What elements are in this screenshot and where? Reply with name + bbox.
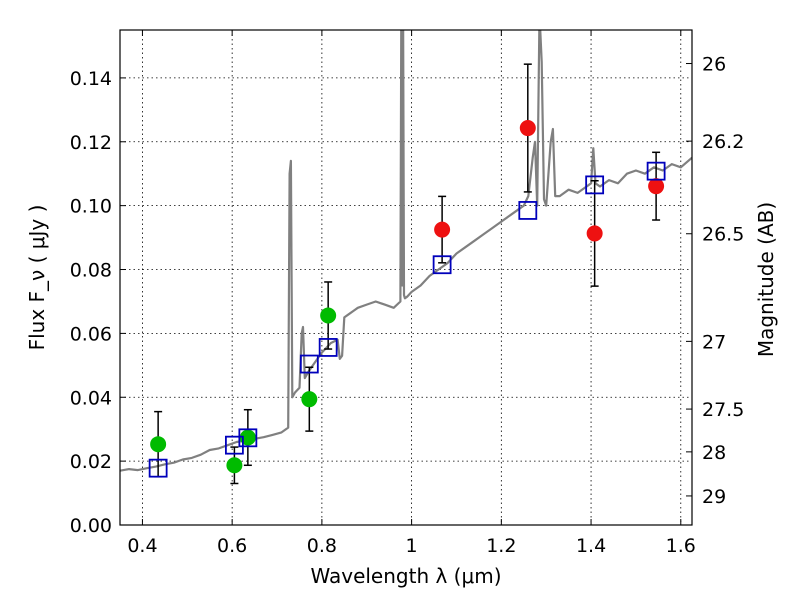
right-tick-label: 26 [702,54,726,76]
y-tick-label: 0.06 [70,323,112,345]
y-tick-label: 0.04 [70,387,112,409]
model-photometry-square [518,201,538,220]
right-tick-label: 27 [702,331,726,353]
red-point [648,178,665,195]
plot-area [120,30,692,485]
x-axis-label: Wavelength λ (μm) [310,564,501,588]
y-tick-label: 0.14 [70,68,112,90]
x-tick-label: 1.4 [576,535,606,557]
model-photometry-square [318,338,338,357]
green-point [320,307,337,324]
model-photometry-square [238,428,258,448]
model-photometry-square [646,161,666,181]
y-tick-label: 0.02 [70,451,112,473]
x-tick-label: 1.2 [486,535,516,557]
y-tick-label: 0.08 [70,260,112,282]
green-point [301,391,318,408]
plot-frame [119,29,693,526]
axis-ticks: 0.4 0.6 0.8 1 1.2 1.4 1.6 0.00 0.02 0.04 0.06 0.08 0… [70,30,744,557]
right-tick-label: 26.5 [702,224,744,246]
y-axis-label: Flux F_ν ( μJy ) [25,205,49,351]
x-tick-label: 1 [406,535,418,557]
model-photometry-square [585,175,605,195]
model-spectrum-line [120,30,692,472]
x-tick-label: 0.8 [307,535,337,557]
y-tick-label: 0.12 [70,132,112,154]
y-tick-label: 0.10 [70,196,112,218]
model-photometry-square [299,354,319,374]
y-tick-label: 0.00 [70,515,112,537]
right-axis-label: Magnitude (AB) [754,202,778,357]
model-photometry-square [224,435,244,455]
red-point [434,221,451,238]
model-photometry-square [432,255,452,275]
red-point [519,120,536,137]
right-tick-label: 29 [702,486,726,508]
red-point [586,225,603,242]
x-tick-label: 1.6 [666,535,696,557]
right-tick-label: 28 [702,442,726,464]
right-tick-label: 27.5 [702,399,744,421]
model-photometry-square [148,458,168,478]
x-tick-label: 0.4 [127,535,157,557]
gridlines [120,30,692,525]
green-point [226,457,243,474]
right-tick-label: 26.2 [702,131,744,153]
green-point [150,436,167,453]
x-tick-label: 0.6 [217,535,247,557]
